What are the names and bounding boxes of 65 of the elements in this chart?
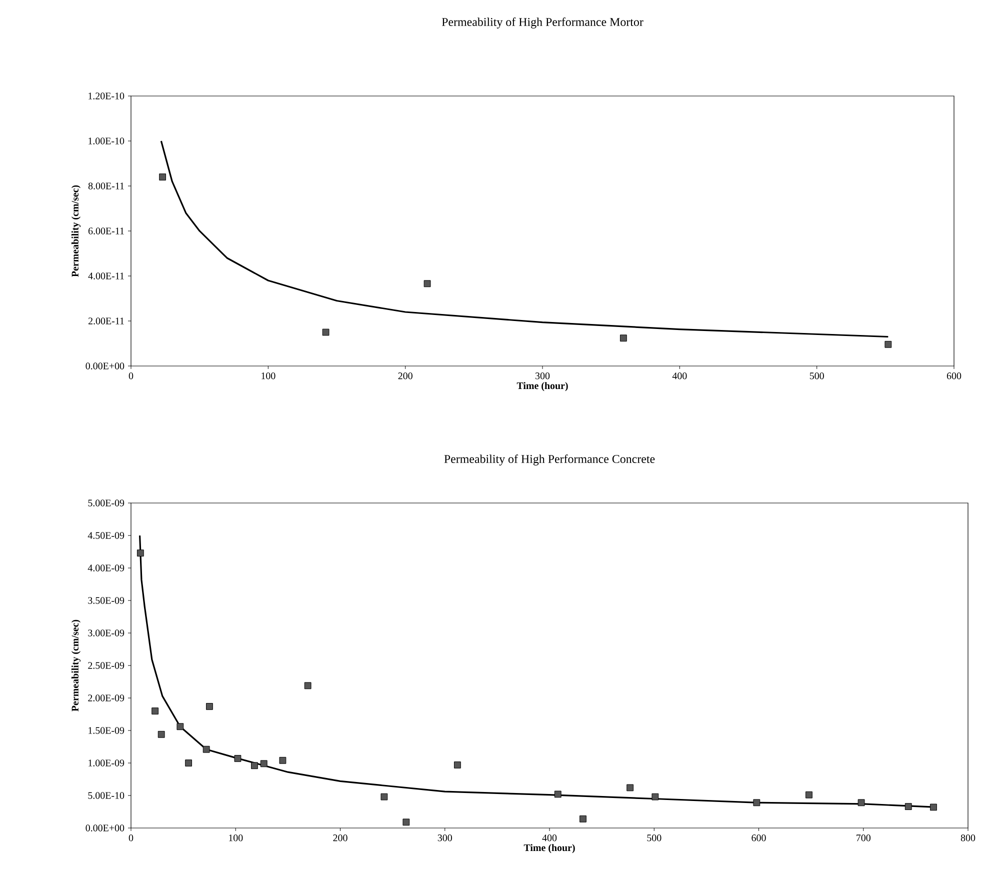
x-tick-label: 100 bbox=[262, 372, 276, 380]
point bbox=[652, 793, 659, 800]
y-tick-label: 1.00E-10 bbox=[88, 138, 124, 144]
point bbox=[206, 703, 213, 710]
point bbox=[202, 746, 210, 753]
point bbox=[580, 815, 586, 822]
x-tick-label: 100 bbox=[229, 834, 243, 842]
y-tick-label: 2.00E-09 bbox=[88, 694, 124, 702]
point bbox=[136, 550, 144, 556]
point bbox=[176, 723, 184, 730]
y-tick-label: 4.00E-11 bbox=[88, 272, 124, 280]
y-axis-title: Permeability (cm/sec) bbox=[71, 620, 81, 712]
x-tick-label: 300 bbox=[438, 834, 452, 842]
point bbox=[806, 791, 812, 798]
y-tick-label: 4.00E-09 bbox=[88, 564, 124, 572]
y-tick-label: 6.00E-11 bbox=[88, 228, 124, 234]
y-tick-label: 1.00E-09 bbox=[88, 760, 124, 766]
x-tick-label: 0 bbox=[128, 372, 134, 380]
point bbox=[251, 762, 258, 770]
x-tick-label: 800 bbox=[960, 834, 976, 842]
point bbox=[234, 755, 242, 762]
point bbox=[858, 799, 865, 806]
x-tick-label: 500 bbox=[810, 372, 824, 380]
x-tick-label: 500 bbox=[647, 834, 662, 842]
x-tick-label: 600 bbox=[946, 372, 962, 380]
y-tick-label: 8.00E-11 bbox=[88, 182, 124, 190]
point bbox=[904, 803, 912, 810]
chart-title: Permeability of High Performance Mortor bbox=[442, 17, 644, 28]
y-tick-label: 3.50E-09 bbox=[88, 597, 124, 604]
point bbox=[402, 818, 410, 826]
x-tick-label: 600 bbox=[752, 834, 766, 842]
point bbox=[753, 799, 760, 806]
y-tick-label: 0.00E+00 bbox=[86, 362, 124, 370]
point bbox=[152, 708, 159, 714]
x-tick-label: 300 bbox=[536, 372, 550, 380]
x-tick-label: 200 bbox=[398, 372, 412, 380]
chart-title: Permeability of High Performance Concrete bbox=[444, 454, 655, 466]
point bbox=[454, 762, 461, 768]
x-tick-label: 400 bbox=[672, 372, 687, 380]
y-tick-label: 5.00E-10 bbox=[88, 792, 124, 799]
point bbox=[304, 682, 312, 690]
x-tick-label: 700 bbox=[856, 834, 870, 842]
point bbox=[260, 760, 268, 768]
x-tick-label: 0 bbox=[128, 834, 134, 842]
y-tick-label: 1.20E-10 bbox=[88, 92, 124, 100]
point bbox=[158, 730, 165, 738]
point bbox=[930, 804, 937, 811]
y-tick-label: 1.50E-09 bbox=[88, 727, 124, 734]
point bbox=[554, 790, 562, 798]
y-tick-label: 0.00E+00 bbox=[86, 824, 124, 832]
x-tick-label: 400 bbox=[542, 834, 557, 842]
x-axis-title: Time (hour) bbox=[516, 382, 568, 392]
x-tick-label: 200 bbox=[333, 834, 348, 842]
x-axis-title: Time (hour) bbox=[524, 844, 575, 854]
point bbox=[185, 760, 192, 766]
point bbox=[380, 793, 388, 800]
point bbox=[279, 756, 286, 764]
point bbox=[626, 784, 634, 792]
y-tick-label: 3.00E-09 bbox=[88, 630, 124, 636]
y-tick-label: 4.50E-09 bbox=[88, 532, 124, 539]
y-axis-title: Permeability (cm/sec) bbox=[71, 185, 81, 277]
y-tick-label: 5.00E-09 bbox=[88, 500, 124, 506]
line-series bbox=[160, 140, 889, 338]
y-tick-label: 2.50E-09 bbox=[88, 662, 124, 669]
y-tick-label: 2.00E-11 bbox=[88, 318, 124, 324]
